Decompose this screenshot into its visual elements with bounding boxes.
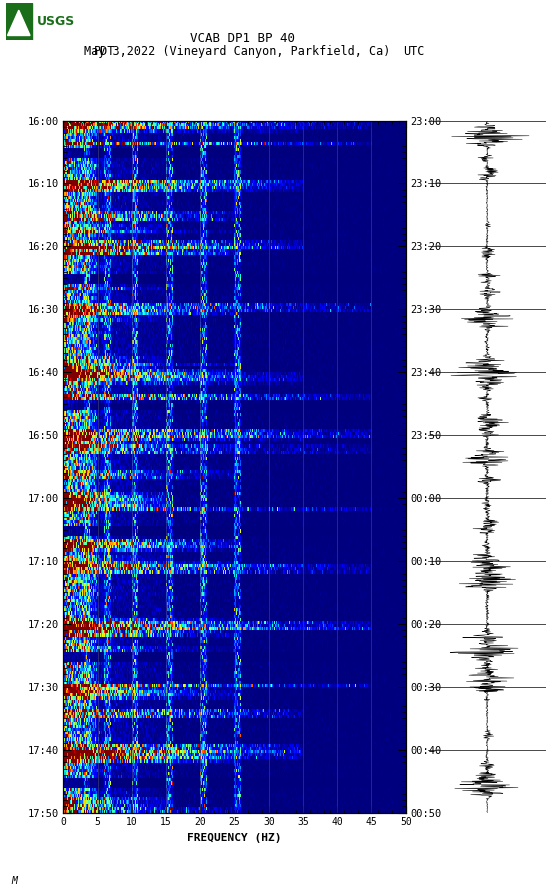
- Bar: [6, 3, 32, 40]
- Text: VCAB DP1 BP 40: VCAB DP1 BP 40: [190, 32, 295, 45]
- Polygon shape: [8, 10, 30, 36]
- Text: M: M: [11, 876, 17, 886]
- Text: UTC: UTC: [403, 46, 424, 58]
- Text: May 3,2022 (Vineyard Canyon, Parkfield, Ca): May 3,2022 (Vineyard Canyon, Parkfield, …: [84, 46, 391, 58]
- Text: PDT: PDT: [94, 46, 115, 58]
- Text: USGS: USGS: [38, 15, 76, 28]
- X-axis label: FREQUENCY (HZ): FREQUENCY (HZ): [187, 833, 282, 843]
